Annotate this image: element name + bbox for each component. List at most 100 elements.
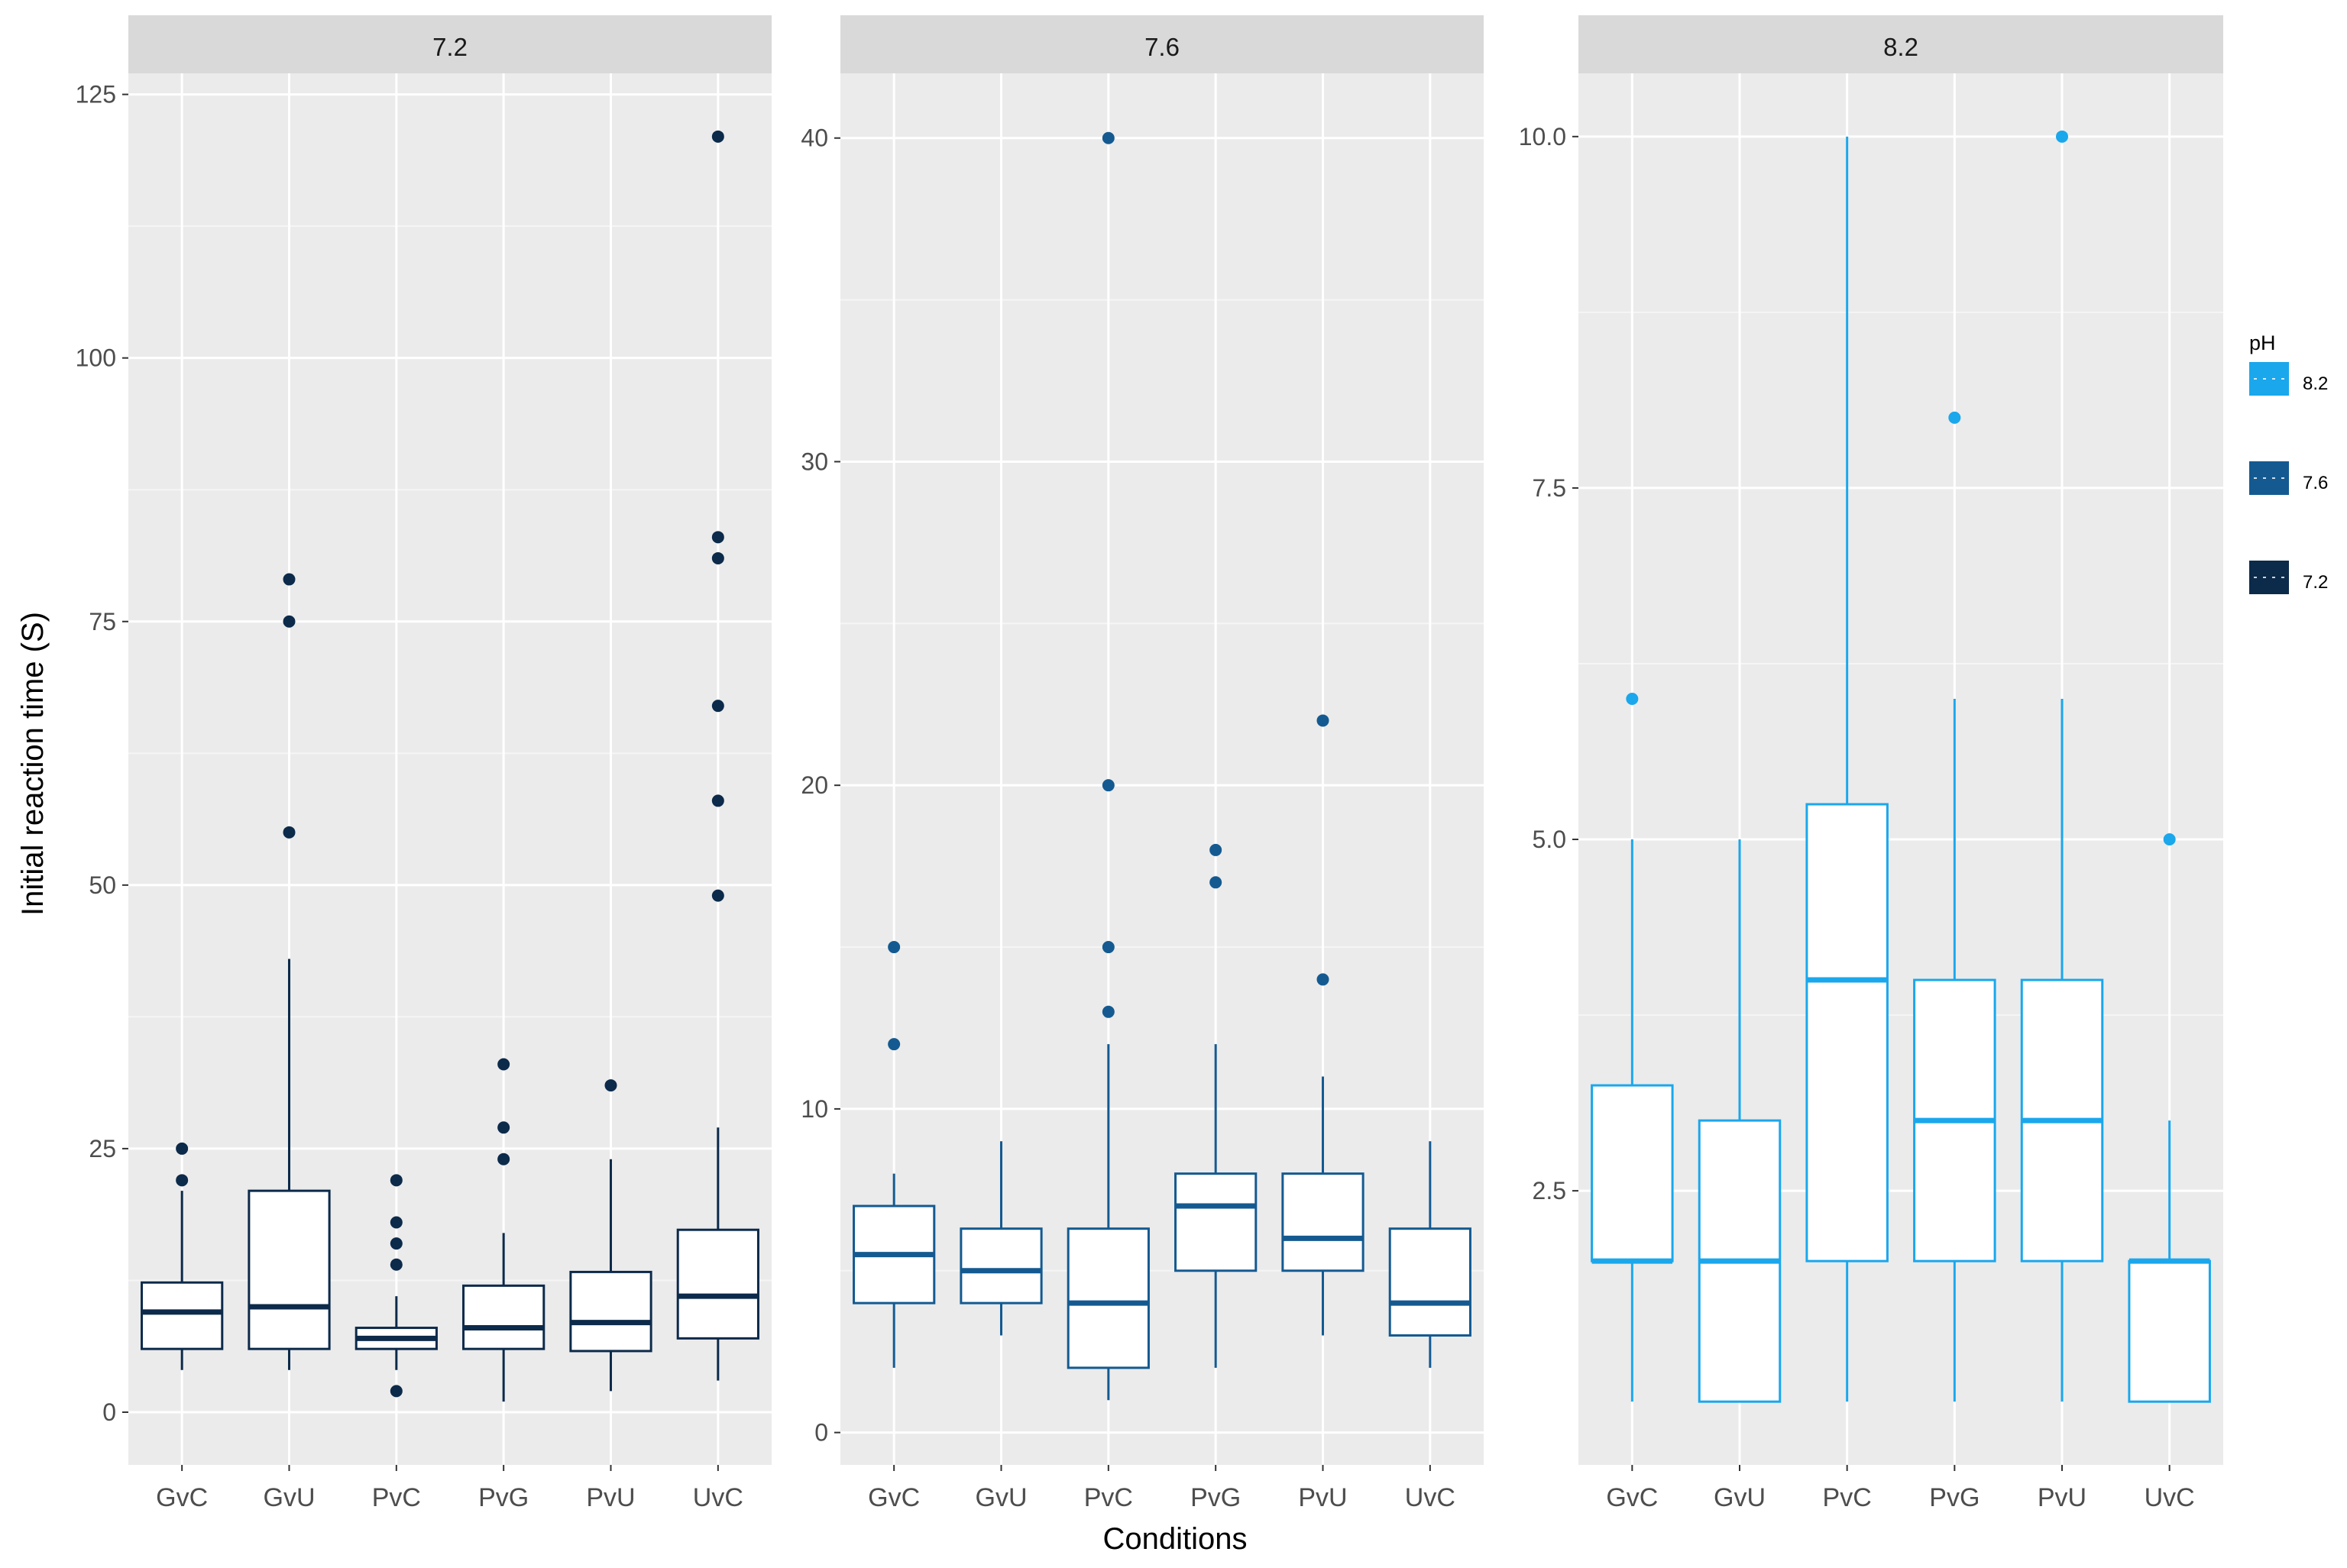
outlier-point [1102, 941, 1115, 954]
outlier-point [711, 700, 724, 713]
outlier-point [283, 615, 296, 628]
y-tick-label: 25 [89, 1135, 116, 1162]
outlier-point [711, 794, 724, 807]
box-PvC [1805, 136, 1889, 1402]
y-tick-label: 125 [76, 81, 116, 108]
box-GvU [960, 1141, 1043, 1336]
outlier-point [1102, 779, 1115, 792]
outlier-point [1102, 131, 1115, 144]
box-body [676, 1228, 759, 1340]
y-tick-label: 40 [801, 124, 828, 152]
box-UvC [676, 130, 759, 1381]
x-tick-label: GvU [976, 1483, 1028, 1512]
x-tick-label: GvU [264, 1483, 316, 1512]
facet-strip-label: 7.2 [432, 33, 468, 61]
outlier-point [2056, 130, 2068, 143]
box-body [1388, 1227, 1471, 1337]
legend-label-8.2: 8.2 [2303, 373, 2328, 394]
box-body [1591, 1084, 1674, 1262]
box-PvU [2020, 130, 2104, 1402]
facet-strip [128, 15, 772, 73]
box-GvU [248, 573, 331, 1370]
x-tick-label: UvC [2145, 1483, 2195, 1512]
panel-background [1578, 73, 2223, 1465]
y-axis-title: Initial reaction time (S) [16, 612, 50, 916]
legend-label-7.2: 7.2 [2303, 572, 2328, 593]
outlier-point [283, 826, 296, 839]
legend-title: pH [2249, 331, 2276, 354]
x-tick-label: PvU [586, 1483, 635, 1512]
x-tick-label: PvC [372, 1483, 421, 1512]
outlier-point [1316, 973, 1329, 986]
outlier-point [176, 1142, 189, 1155]
outlier-point [390, 1385, 403, 1398]
x-tick-label: PvC [1084, 1483, 1133, 1512]
outlier-point [176, 1174, 189, 1187]
x-tick-label: PvU [2038, 1483, 2086, 1512]
outlier-point [2163, 833, 2176, 846]
x-tick-label: UvC [693, 1483, 743, 1512]
outlier-point [390, 1258, 403, 1271]
legend-entries: 8.2 7.6 7.2 [2249, 362, 2328, 594]
outlier-point [390, 1174, 403, 1187]
box-PvG [462, 1058, 545, 1402]
box-body [2128, 1259, 2211, 1403]
facet-strip-label: 7.6 [1144, 33, 1180, 61]
y-tick-label: 7.5 [1533, 474, 1566, 502]
box-GvU [1698, 839, 1782, 1403]
box-body [1174, 1172, 1258, 1272]
box-UvC [2128, 833, 2211, 1403]
box-body [960, 1227, 1043, 1305]
outlier-point [283, 573, 296, 586]
outlier-point [888, 1038, 901, 1051]
x-tick-label: UvC [1405, 1483, 1455, 1512]
x-tick-label: PvG [1929, 1483, 1980, 1512]
outlier-point [390, 1216, 403, 1229]
box-GvC [141, 1142, 224, 1370]
x-tick-label: GvC [1606, 1483, 1658, 1512]
panel-background [840, 73, 1484, 1465]
panel-7.6: 7.6 0 10 20 30 40 GvC GvU PvC PvG PvU UvC [801, 15, 1484, 1512]
y-tick-label: 50 [89, 871, 116, 899]
box-UvC [1388, 1141, 1471, 1368]
outlier-point [711, 130, 724, 143]
y-tick-label: 30 [801, 448, 828, 475]
outlier-point [888, 941, 901, 954]
facet-panels: 7.2 0 25 50 75 100 125 GvC GvU PvC PvG PvU UvC 7.6 0 10… [76, 15, 2223, 1512]
legend-label-7.6: 7.6 [2303, 473, 2328, 493]
legend: pH 8.2 7.6 7.2 [2249, 331, 2328, 594]
y-tick-label: 20 [801, 771, 828, 799]
outlier-point [711, 531, 724, 544]
panel-8.2: 8.2 2.5 5.0 7.5 10.0 GvC GvU PvC PvG PvU UvC [1519, 15, 2223, 1512]
y-tick-label: 100 [76, 344, 116, 372]
x-tick-label: GvU [1714, 1483, 1766, 1512]
box-body [1805, 803, 1889, 1262]
box-body [569, 1270, 652, 1353]
facet-strip-label: 8.2 [1883, 33, 1918, 61]
outlier-point [497, 1121, 510, 1134]
box-body [1281, 1172, 1364, 1272]
y-tick-label: 10 [801, 1095, 828, 1123]
y-tick-label: 2.5 [1533, 1177, 1566, 1204]
outlier-point [711, 889, 724, 902]
x-tick-label: PvG [478, 1483, 529, 1512]
y-tick-label: 0 [102, 1398, 116, 1426]
box-PvG [1913, 411, 1996, 1402]
facet-strip [840, 15, 1484, 73]
box-body [141, 1281, 224, 1350]
facet-strip [1578, 15, 2223, 73]
x-tick-label: GvC [868, 1483, 920, 1512]
box-GvC [1591, 692, 1674, 1402]
x-tick-label: PvC [1823, 1483, 1872, 1512]
x-tick-label: GvC [156, 1483, 208, 1512]
box-PvC [1067, 131, 1150, 1401]
outlier-point [1948, 411, 1961, 424]
outlier-point [497, 1153, 510, 1165]
box-PvU [569, 1079, 652, 1392]
box-PvG [1174, 843, 1258, 1368]
y-tick-label: 10.0 [1519, 123, 1566, 150]
x-tick-label: PvU [1298, 1483, 1347, 1512]
outlier-point [497, 1058, 510, 1071]
outlier-point [1102, 1005, 1115, 1018]
